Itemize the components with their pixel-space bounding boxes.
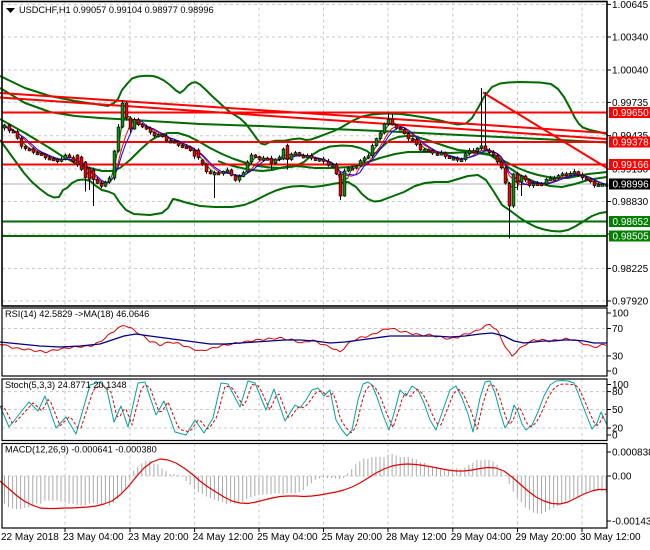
svg-text:70: 70 — [612, 324, 624, 335]
svg-text:29 May 20:00: 29 May 20:00 — [516, 532, 577, 543]
svg-text:1.00040: 1.00040 — [612, 66, 649, 77]
svg-text:0.99735: 0.99735 — [612, 98, 649, 109]
svg-text:0.98830: 0.98830 — [612, 197, 649, 208]
svg-text:23 May 04:00: 23 May 04:00 — [63, 532, 124, 543]
svg-text:30 May 12:00: 30 May 12:00 — [580, 532, 641, 543]
svg-text:20: 20 — [612, 424, 624, 435]
svg-text:0.99166: 0.99166 — [613, 160, 650, 171]
svg-text:0.98505: 0.98505 — [613, 232, 650, 243]
svg-text:MACD(12,26,9) -0.000641 -0.000: MACD(12,26,9) -0.000641 -0.000380 — [5, 445, 157, 455]
svg-text:100: 100 — [612, 309, 629, 320]
svg-text:USDCHF,H1 0.99057 0.99104 0.9: USDCHF,H1 0.99057 0.99104 0.98977 0.9899… — [19, 5, 214, 15]
svg-text:22 May 2018: 22 May 2018 — [1, 532, 59, 543]
svg-text:80: 80 — [612, 387, 624, 398]
svg-text:0.98652: 0.98652 — [613, 217, 650, 228]
svg-text:0.99378: 0.99378 — [613, 138, 650, 149]
svg-text:30: 30 — [612, 351, 624, 362]
svg-text:0.98996: 0.98996 — [613, 180, 650, 191]
svg-text:0: 0 — [612, 431, 618, 442]
svg-text:23 May 20:00: 23 May 20:00 — [128, 532, 189, 543]
svg-text:100: 100 — [612, 380, 629, 391]
svg-text:29 May 04:00: 29 May 04:00 — [451, 532, 512, 543]
svg-text:25 May 04:00: 25 May 04:00 — [257, 532, 318, 543]
svg-text:-0.001439: -0.001439 — [612, 517, 650, 528]
svg-text:50: 50 — [612, 405, 624, 416]
svg-text:0.98225: 0.98225 — [612, 264, 649, 275]
svg-text:0.99650: 0.99650 — [613, 108, 650, 119]
svg-text:0.00: 0.00 — [612, 472, 632, 483]
svg-text:24 May 12:00: 24 May 12:00 — [193, 532, 254, 543]
svg-text:25 May 20:00: 25 May 20:00 — [322, 532, 383, 543]
svg-text:1.00645: 1.00645 — [612, 0, 649, 11]
svg-text:RSI(14) 42.5829 ->MA(18) 46.0: RSI(14) 42.5829 ->MA(18) 46.0646 — [5, 309, 149, 319]
svg-text:0: 0 — [612, 367, 618, 378]
svg-text:Stoch(5,3,3) 24.8771 20.1348: Stoch(5,3,3) 24.8771 20.1348 — [5, 380, 127, 390]
svg-text:0.97920: 0.97920 — [612, 297, 649, 308]
svg-text:1.00340: 1.00340 — [612, 33, 649, 44]
svg-text:28 May 12:00: 28 May 12:00 — [386, 532, 447, 543]
svg-text:0.000838: 0.000838 — [612, 448, 650, 459]
